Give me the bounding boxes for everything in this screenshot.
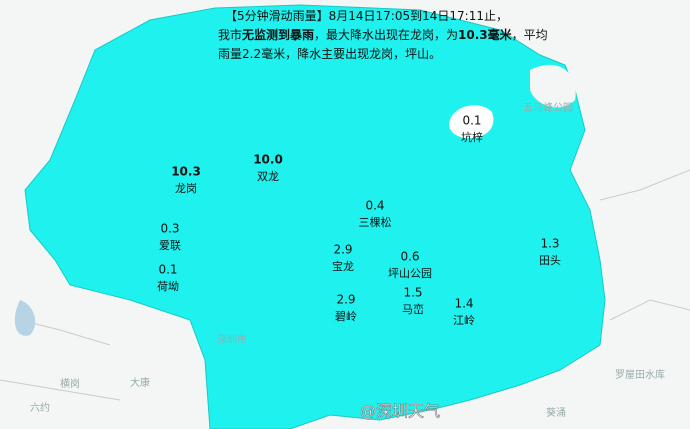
station-value: 0.4 [365,199,384,213]
station-name: 马峦 [402,302,424,316]
header-segment: 【5分钟滑动雨量】8月14日17:05到14日17:11止， [225,8,508,23]
header-segment: 10.3毫米 [458,27,513,42]
station-value: 10.3 [171,165,201,179]
place-name: 横岗 [60,377,80,390]
station-name: 田头 [539,254,561,267]
header-segment: ，平均 [512,28,548,42]
station-name: 江岭 [453,313,475,327]
station-value: 2.9 [333,243,352,257]
station-name: 坪山公园 [388,267,432,280]
station-name: 宝龙 [332,259,354,273]
station-value: 0.1 [462,114,481,128]
header-segment: 无监测到暴雨 [241,27,314,42]
place-name: 深圳市 [217,333,247,346]
station-value: 0.1 [158,263,177,277]
header-segment: ，最大降水出现在龙岗，为 [314,28,458,42]
place-name: 大康 [130,376,150,389]
header-line: 【5分钟滑动雨量】8月14日17:05到14日17:11止， [225,8,508,23]
station-value: 2.9 [336,293,355,307]
header-line: 雨量2.2毫米，降水主要出现龙岗，坪山。 [218,46,441,61]
no-rain-area [449,105,494,139]
station-name: 双龙 [257,170,279,183]
place-name: 葵涌 [546,407,566,419]
place-name: 罗屋田水库 [615,368,665,381]
station-value: 1.5 [403,286,422,300]
place-name: 六约 [30,401,50,414]
watermark: @深圳天气 [360,402,440,421]
header-segment: 我市 [218,27,242,42]
station-value: 0.3 [160,222,179,236]
station-name: 碧岭 [335,309,357,323]
station-value: 10.0 [253,153,283,167]
header-line: 我市无监测到暴雨，最大降水出现在龙岗，为10.3毫米，平均 [218,27,548,42]
station-name: 坑梓 [461,130,483,144]
station-value: 0.6 [400,250,419,264]
station-name: 爱联 [159,239,181,252]
header-segment: 雨量2.2毫米，降水主要出现龙岗，坪山。 [218,46,441,61]
road-lines [0,169,690,401]
station-value: 1.4 [454,297,473,311]
reservoir [14,300,36,336]
station-name: 荷坳 [157,279,179,293]
place-name: 五马峰公园 [523,102,573,114]
no-rain-area [530,64,576,108]
station-value: 1.3 [540,237,559,251]
station-name: 三棵松 [359,215,392,229]
station-name: 龙岗 [175,182,197,195]
